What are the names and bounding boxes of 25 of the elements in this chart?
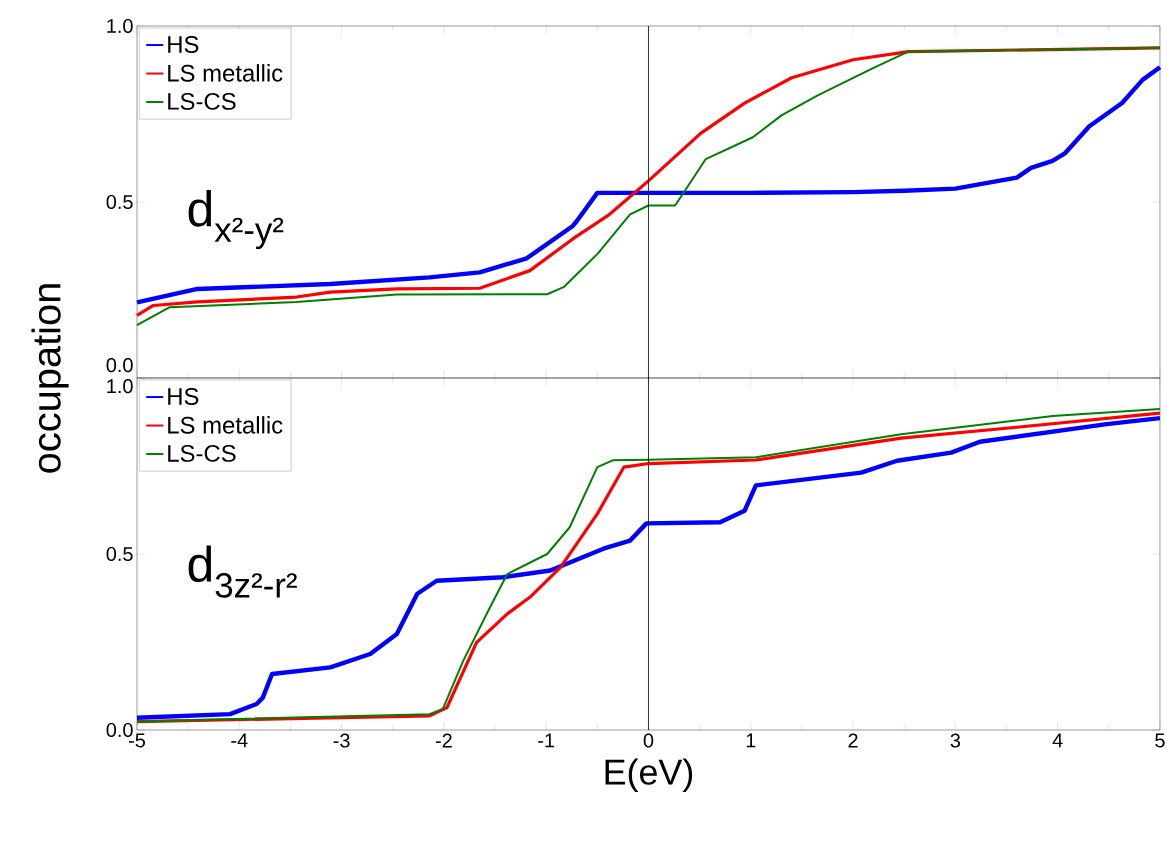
- annotation: d$_{x²-y²}$: [188, 190, 284, 250]
- y-tick-label: 0.0: [106, 358, 133, 373]
- legend-label: LS-CS: [168, 92, 236, 110]
- x-tick-label: -4: [231, 733, 248, 748]
- x-tick-label: 0: [643, 733, 654, 748]
- legend-label: HS: [168, 35, 199, 53]
- y-tick-label: 0.5: [106, 194, 133, 210]
- x-tick-label: 4: [1052, 733, 1063, 748]
- y-tick-label: 1.0: [107, 379, 133, 394]
- x-tick-label: 5: [1155, 733, 1165, 748]
- legend-label: LS metallic: [168, 416, 283, 434]
- x-tick-label: 1: [746, 733, 756, 748]
- y-axis-title: occupation: [31, 284, 69, 473]
- x-tick-label: 3: [950, 733, 961, 748]
- x-tick-label: -2: [435, 733, 452, 748]
- legend-label: LS-CS: [168, 444, 236, 462]
- y-tick-label: 0.5: [106, 546, 133, 562]
- legend-label: LS metallic: [168, 64, 283, 82]
- y-tick-label: 1.0: [107, 18, 133, 34]
- x-axis-title: E(eV): [605, 758, 693, 792]
- x-tick-label: -3: [333, 733, 350, 748]
- annotation: d$_{3z²-r²}$: [188, 545, 297, 598]
- legend-label: HS: [168, 387, 199, 405]
- x-tick-label: 2: [848, 733, 858, 748]
- x-tick-label: -1: [538, 733, 555, 748]
